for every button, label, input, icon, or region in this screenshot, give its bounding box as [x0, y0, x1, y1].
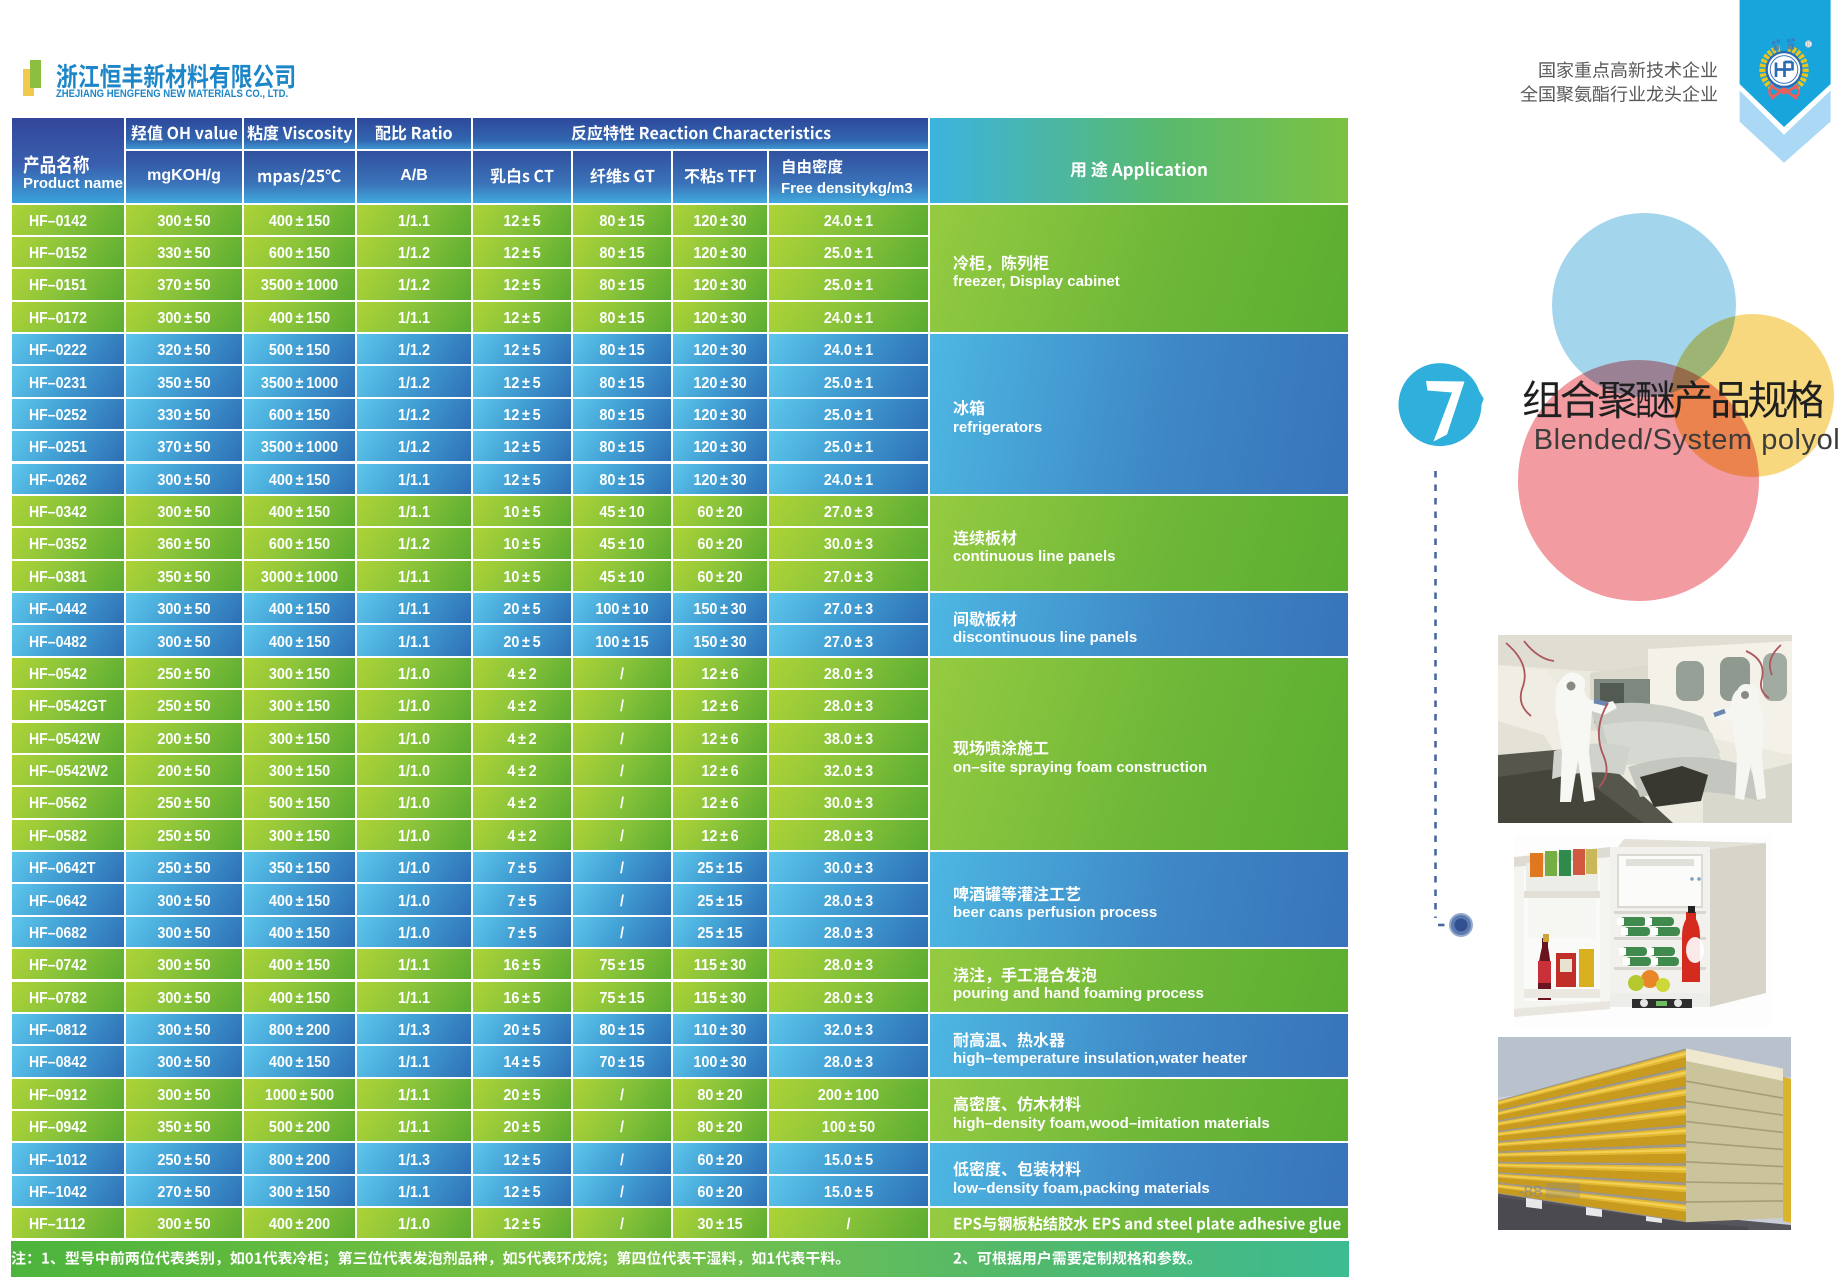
svg-text:R: R [1807, 42, 1811, 48]
svg-text:-88: -88 [1518, 1182, 1543, 1201]
